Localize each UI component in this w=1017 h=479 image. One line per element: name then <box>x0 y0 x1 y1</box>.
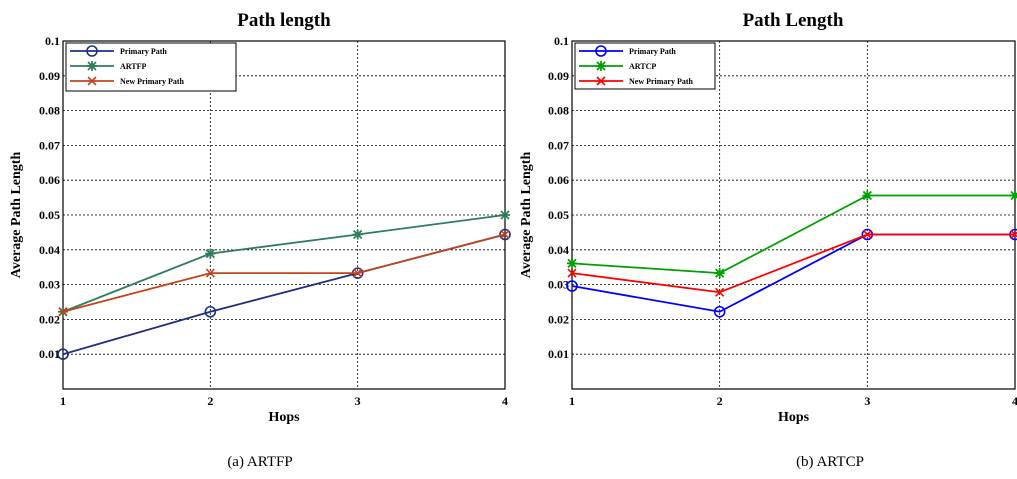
legend-label: ARTCP <box>629 62 656 71</box>
y-tick-label: 0.04 <box>39 243 60 257</box>
y-tick-label: 0.08 <box>39 104 60 118</box>
y-axis-label: Average Path Length <box>519 152 534 279</box>
legend-marker <box>86 45 98 57</box>
legend-marker <box>595 45 607 57</box>
legend: Primary Path ARTCP New Primary Path <box>574 42 716 90</box>
series-artfp <box>58 210 510 317</box>
legend-item: Primary Path <box>579 45 676 57</box>
y-tick-label: 0.02 <box>39 312 60 326</box>
data-point <box>1010 229 1017 240</box>
series-new-primary-path <box>58 229 510 317</box>
data-point <box>862 190 873 201</box>
figure-caption: (b) ARTCP <box>796 454 864 470</box>
legend-label: Primary Path <box>629 47 676 56</box>
data-point <box>714 268 725 279</box>
y-tick-label: 0.04 <box>548 243 569 257</box>
data-point <box>57 348 69 361</box>
series-primary-path <box>566 228 1017 318</box>
y-tick-label: 0.07 <box>548 138 569 152</box>
data-point <box>566 280 578 292</box>
chart-title: Path length <box>237 10 331 31</box>
legend-item: ARTFP <box>70 61 146 71</box>
series-line <box>571 233 1015 294</box>
series-line <box>62 233 506 313</box>
y-tick-label: 0.1 <box>45 34 60 48</box>
y-tick-label: 0.03 <box>548 278 569 292</box>
x-axis-label: Hops <box>268 410 300 425</box>
data-point <box>204 305 217 318</box>
data-point <box>500 229 510 240</box>
data-point <box>567 258 577 269</box>
y-tick-label: 0.06 <box>39 173 60 187</box>
chart-panel-b: 0.01 0.02 0.03 0.04 0.05 0.06 0.07 0.08 0.09 0.1 1… <box>519 10 1017 470</box>
legend-marker <box>87 76 97 86</box>
series-artcp <box>567 190 1017 279</box>
data-point <box>205 268 215 278</box>
grid-lines <box>571 40 1016 389</box>
data-point <box>1010 190 1017 201</box>
y-axis-label: Average Path Length <box>9 152 24 279</box>
legend-item: ARTCP <box>579 61 656 71</box>
series-primary-path <box>57 228 511 361</box>
x-tick-label: 1 <box>569 394 575 408</box>
legend: Primary Path ARTFP New Primary Path <box>65 42 237 92</box>
chart-title: Path Length <box>743 10 844 31</box>
data-point <box>715 287 725 297</box>
legend-label: New Primary Path <box>629 77 694 86</box>
y-tick-label: 0.08 <box>548 104 569 118</box>
y-tick-label: 0.09 <box>548 69 569 83</box>
data-point <box>58 307 68 317</box>
y-tick-label: 0.05 <box>548 208 569 222</box>
legend-label: New Primary Path <box>120 77 185 86</box>
legend-marker <box>596 76 606 86</box>
figure-caption: (a) ARTFP <box>227 454 292 470</box>
data-point <box>499 228 511 241</box>
legend-label: ARTFP <box>120 62 146 71</box>
x-tick-label: 3 <box>864 394 870 408</box>
x-tick-label: 3 <box>355 394 361 408</box>
data-point <box>205 248 216 259</box>
data-point <box>713 305 726 318</box>
data-point <box>500 210 510 220</box>
y-tick-label: 0.03 <box>39 278 60 292</box>
x-tick-label: 1 <box>60 394 66 408</box>
y-tick-label: 0.02 <box>548 312 569 326</box>
legend-item: New Primary Path <box>579 76 694 86</box>
legend-item: Primary Path <box>70 45 167 57</box>
x-tick-label: 4 <box>1012 394 1017 408</box>
y-tick-label: 0.05 <box>39 208 60 222</box>
plot-frame <box>571 40 1016 390</box>
y-tick-label: 0.09 <box>39 69 60 83</box>
x-tick-label: 4 <box>502 394 508 408</box>
y-tick-label: 0.01 <box>548 347 569 361</box>
series-line <box>571 194 1015 275</box>
series-line <box>571 233 1015 313</box>
legend-marker <box>596 61 606 71</box>
chart-panel-a: 0.01 0.02 0.03 0.04 0.05 0.06 0.07 0.08 0.09 0.1 1… <box>9 10 511 470</box>
y-tick-label: 0.07 <box>39 138 60 152</box>
x-axis-label: Hops <box>778 410 810 425</box>
x-tick-label: 2 <box>717 394 723 408</box>
y-tick-label: 0.01 <box>39 347 60 361</box>
data-point <box>862 229 872 240</box>
data-point <box>567 268 577 278</box>
data-point <box>352 229 363 240</box>
data-point <box>353 268 363 278</box>
series-new-primary-path <box>567 229 1017 297</box>
x-tick-label: 2 <box>207 394 213 408</box>
legend-marker <box>87 61 97 71</box>
grid-lines <box>62 40 506 389</box>
legend-item: New Primary Path <box>70 76 185 86</box>
y-tick-label: 0.1 <box>554 34 569 48</box>
series-line <box>62 214 506 313</box>
y-tick-label: 0.06 <box>548 173 569 187</box>
legend-label: Primary Path <box>120 47 167 56</box>
